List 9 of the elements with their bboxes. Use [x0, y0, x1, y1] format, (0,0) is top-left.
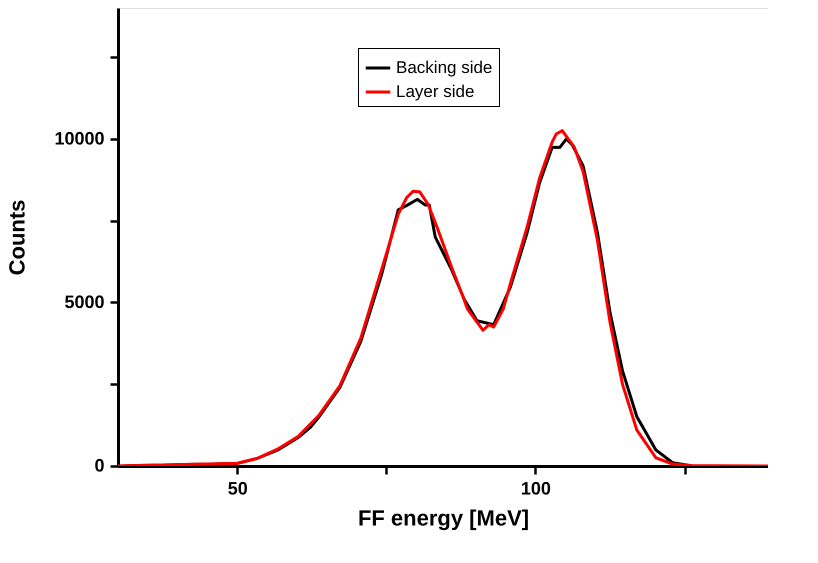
legend-label: Backing side — [396, 58, 492, 77]
y-axis-title: Counts — [4, 200, 30, 276]
y-tick-label: 5000 — [64, 292, 104, 312]
x-tick-label: 50 — [228, 478, 248, 498]
x-tick-label: 100 — [520, 478, 551, 498]
x-axis-title: FF energy [MeV] — [358, 506, 530, 530]
legend-label: Layer side — [396, 82, 474, 101]
y-tick-label: 10000 — [54, 128, 104, 148]
y-tick-label: 0 — [94, 456, 104, 476]
